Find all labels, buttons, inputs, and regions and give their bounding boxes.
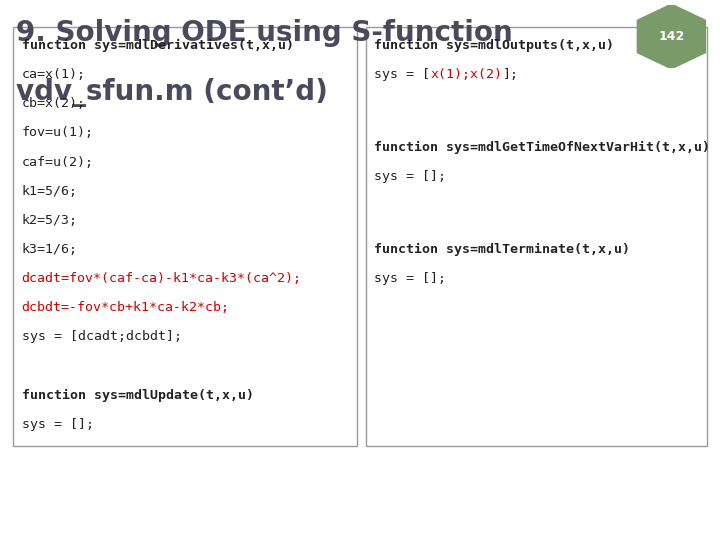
Text: caf=u(2);: caf=u(2); xyxy=(22,156,94,168)
Text: sys = [dcadt;dcbdt];: sys = [dcadt;dcbdt]; xyxy=(22,330,181,343)
Text: sys = [];: sys = []; xyxy=(374,170,446,183)
Bar xyxy=(13,27,357,445)
Text: 9. Solving ODE using S-function: 9. Solving ODE using S-function xyxy=(16,19,513,47)
Text: k1=5/6;: k1=5/6; xyxy=(22,185,78,198)
Text: function sys=mdlGetTimeOfNextVarHit(t,x,u): function sys=mdlGetTimeOfNextVarHit(t,x,… xyxy=(374,141,711,154)
Text: sys = [];: sys = []; xyxy=(22,418,94,431)
Text: cb=x(2);: cb=x(2); xyxy=(22,97,86,110)
Bar xyxy=(366,27,707,445)
Text: function sys=mdlOutputs(t,x,u): function sys=mdlOutputs(t,x,u) xyxy=(374,39,614,52)
Text: k3=1/6;: k3=1/6; xyxy=(22,243,78,256)
Text: ca=x(1);: ca=x(1); xyxy=(22,68,86,81)
Text: sys = [: sys = [ xyxy=(374,68,431,81)
Text: ];: ]; xyxy=(503,68,518,81)
Text: dcbdt=-fov*cb+k1*ca-k2*cb;: dcbdt=-fov*cb+k1*ca-k2*cb; xyxy=(22,301,230,314)
Text: dcadt=fov*(caf-ca)-k1*ca-k3*(ca^2);: dcadt=fov*(caf-ca)-k1*ca-k3*(ca^2); xyxy=(22,272,302,285)
Text: function sys=mdlUpdate(t,x,u): function sys=mdlUpdate(t,x,u) xyxy=(22,389,253,402)
Text: x(1);x(2): x(1);x(2) xyxy=(431,68,503,81)
Text: sys = [];: sys = []; xyxy=(374,272,446,285)
Text: function sys=mdlDerivatives(t,x,u): function sys=mdlDerivatives(t,x,u) xyxy=(22,39,294,52)
Text: k2=5/3;: k2=5/3; xyxy=(22,214,78,227)
Text: fov=u(1);: fov=u(1); xyxy=(22,126,94,139)
Text: vdv_sfun.m (cont’d): vdv_sfun.m (cont’d) xyxy=(16,78,328,107)
Text: function sys=mdlTerminate(t,x,u): function sys=mdlTerminate(t,x,u) xyxy=(374,243,631,256)
